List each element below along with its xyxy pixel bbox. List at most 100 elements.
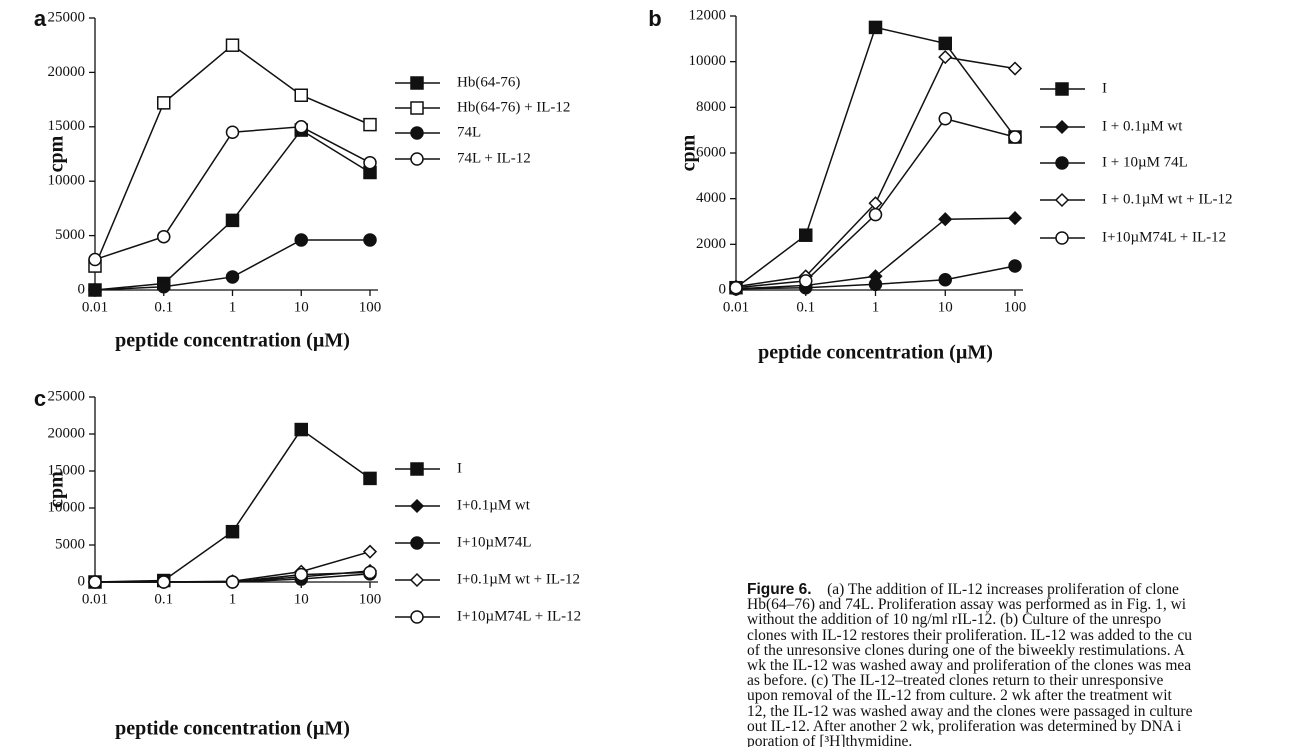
x-axis-label: peptide concentration (µM) bbox=[115, 718, 350, 740]
legend-label: 74L bbox=[457, 124, 481, 140]
caption-text: 12, the IL-12 was washed away and the cl… bbox=[747, 702, 1193, 720]
marker bbox=[362, 544, 378, 559]
x-tick-label: 1 bbox=[229, 591, 237, 607]
legend-label: I+10µM74L + IL-12 bbox=[457, 608, 581, 624]
y-tick-label: 25000 bbox=[48, 388, 86, 404]
y-tick-label: 12000 bbox=[689, 7, 727, 23]
y-tick-label: 2000 bbox=[696, 236, 726, 252]
x-tick-label: 0.1 bbox=[154, 299, 173, 315]
marker bbox=[157, 229, 171, 244]
y-axis-label: cpm bbox=[46, 135, 68, 172]
caption-text: wk the IL-12 was washed away and prolife… bbox=[747, 656, 1192, 674]
y-tick-label: 20000 bbox=[48, 425, 86, 441]
marker bbox=[938, 212, 953, 227]
caption-line: as before. (c) The IL-12–treated clones … bbox=[747, 673, 1291, 689]
marker bbox=[410, 76, 424, 90]
marker bbox=[938, 36, 952, 51]
y-axis-label: cpm bbox=[678, 134, 700, 171]
marker bbox=[225, 270, 240, 284]
marker bbox=[1008, 259, 1022, 273]
x-tick-label: 10 bbox=[938, 299, 953, 315]
caption-line: without the addition of 10 ng/ml rIL-12.… bbox=[747, 612, 1291, 628]
marker bbox=[225, 524, 240, 539]
marker bbox=[1007, 211, 1023, 226]
caption-line: out IL-12. After another 2 wk, prolifera… bbox=[747, 718, 1291, 734]
y-tick-label: 0 bbox=[78, 573, 86, 589]
y-tick-label: 0 bbox=[78, 281, 86, 297]
y-tick-label: 15000 bbox=[48, 462, 86, 478]
caption-label: Figure 6. bbox=[747, 581, 812, 598]
marker bbox=[363, 233, 377, 247]
y-tick-label: 0 bbox=[719, 281, 727, 297]
x-axis-label: peptide concentration (µM) bbox=[115, 330, 350, 352]
chart: b 0 2000 4000 6000 8000 10000 12000 0.01 0.1 1 10 10… bbox=[648, 6, 1232, 364]
marker bbox=[868, 207, 883, 222]
x-tick-label: 1 bbox=[872, 299, 880, 315]
marker bbox=[409, 498, 425, 514]
legend-label: I bbox=[457, 460, 462, 476]
marker bbox=[410, 126, 424, 140]
legend-label: I+10µM74L bbox=[457, 534, 532, 550]
marker bbox=[410, 152, 424, 166]
x-axis-label: peptide concentration (µM) bbox=[758, 342, 993, 364]
caption-line: clones with IL-12 restores their prolife… bbox=[747, 627, 1291, 643]
caption-line: of the unresonsive clones during one of … bbox=[747, 643, 1291, 659]
marker bbox=[225, 125, 240, 139]
marker bbox=[868, 20, 883, 35]
caption-line: Hb(64–76) and 74L. Proliferation assay w… bbox=[747, 596, 1291, 614]
caption-text: Hb(64–76) and 74L. Proliferation assay w… bbox=[747, 596, 1187, 614]
series-line bbox=[735, 56, 1016, 288]
y-tick-label: 8000 bbox=[696, 99, 726, 115]
marker bbox=[410, 610, 424, 624]
marker bbox=[294, 567, 308, 582]
marker bbox=[1054, 119, 1070, 135]
marker bbox=[410, 101, 424, 115]
marker bbox=[363, 471, 377, 486]
marker bbox=[363, 155, 377, 170]
y-tick-label: 15000 bbox=[48, 118, 86, 134]
series-line bbox=[94, 44, 371, 267]
marker bbox=[938, 112, 952, 126]
legend-label: I + 0.1µM wt bbox=[1102, 118, 1183, 134]
marker bbox=[225, 213, 240, 228]
legend-label: I bbox=[1102, 80, 1107, 96]
marker bbox=[225, 38, 240, 52]
marker bbox=[1054, 192, 1070, 208]
marker bbox=[294, 422, 308, 437]
legend-label: I + 0.1µM wt + IL-12 bbox=[1102, 191, 1233, 207]
marker bbox=[1055, 231, 1069, 245]
caption-line: upon removal of the IL-12 from culture. … bbox=[747, 687, 1291, 705]
marker bbox=[410, 536, 424, 550]
caption-line: wk the IL-12 was washed away and prolife… bbox=[747, 656, 1291, 674]
marker bbox=[729, 280, 743, 295]
caption-text: (a) The addition of IL-12 increases prol… bbox=[827, 581, 1179, 598]
y-tick-label: 4000 bbox=[696, 190, 726, 206]
legend-label: 74L + IL-12 bbox=[457, 150, 531, 166]
panel-label: c bbox=[34, 386, 46, 411]
y-tick-label: 20000 bbox=[48, 64, 86, 80]
y-tick-label: 5000 bbox=[55, 536, 85, 552]
y-tick-label: 6000 bbox=[696, 144, 726, 160]
y-tick-label: 10000 bbox=[48, 173, 86, 189]
marker bbox=[157, 96, 171, 110]
y-tick-label: 10000 bbox=[689, 53, 727, 69]
caption-line: poration of [³H]thymidine. bbox=[747, 734, 1291, 747]
marker bbox=[1055, 82, 1069, 96]
caption-text: upon removal of the IL-12 from culture. … bbox=[747, 687, 1172, 705]
caption-line: 12, the IL-12 was washed away and the cl… bbox=[747, 702, 1291, 720]
x-tick-label: 100 bbox=[359, 591, 382, 607]
marker bbox=[88, 252, 102, 267]
marker bbox=[157, 575, 171, 589]
series-line bbox=[94, 129, 371, 291]
marker bbox=[294, 120, 308, 134]
y-tick-label: 25000 bbox=[48, 9, 86, 25]
x-tick-label: 0.1 bbox=[154, 591, 173, 607]
marker bbox=[410, 462, 424, 476]
x-tick-label: 100 bbox=[1004, 299, 1027, 315]
caption-line: Figure 6. (a) The addition of IL-12 incr… bbox=[747, 581, 1291, 598]
legend-label: Hb(64-76) + IL-12 bbox=[457, 99, 570, 115]
caption: Figure 6. (a) The addition of IL-12 incr… bbox=[747, 582, 1291, 747]
x-tick-label: 0.01 bbox=[723, 299, 749, 315]
